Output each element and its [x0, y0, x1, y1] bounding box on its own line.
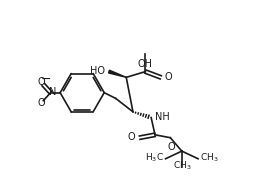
Text: O: O — [167, 141, 175, 152]
Text: HO: HO — [90, 66, 105, 76]
Text: O: O — [164, 72, 172, 82]
Text: H$_3$C: H$_3$C — [145, 152, 164, 164]
Text: NH: NH — [155, 112, 170, 122]
Polygon shape — [109, 70, 126, 77]
Text: CH$_3$: CH$_3$ — [173, 160, 192, 172]
Text: CH$_3$: CH$_3$ — [200, 152, 219, 164]
Text: O: O — [37, 98, 45, 108]
Text: OH: OH — [138, 58, 153, 69]
Text: O: O — [37, 77, 45, 87]
Text: N: N — [49, 87, 56, 97]
Text: −: − — [40, 73, 51, 86]
Text: O: O — [128, 132, 135, 142]
